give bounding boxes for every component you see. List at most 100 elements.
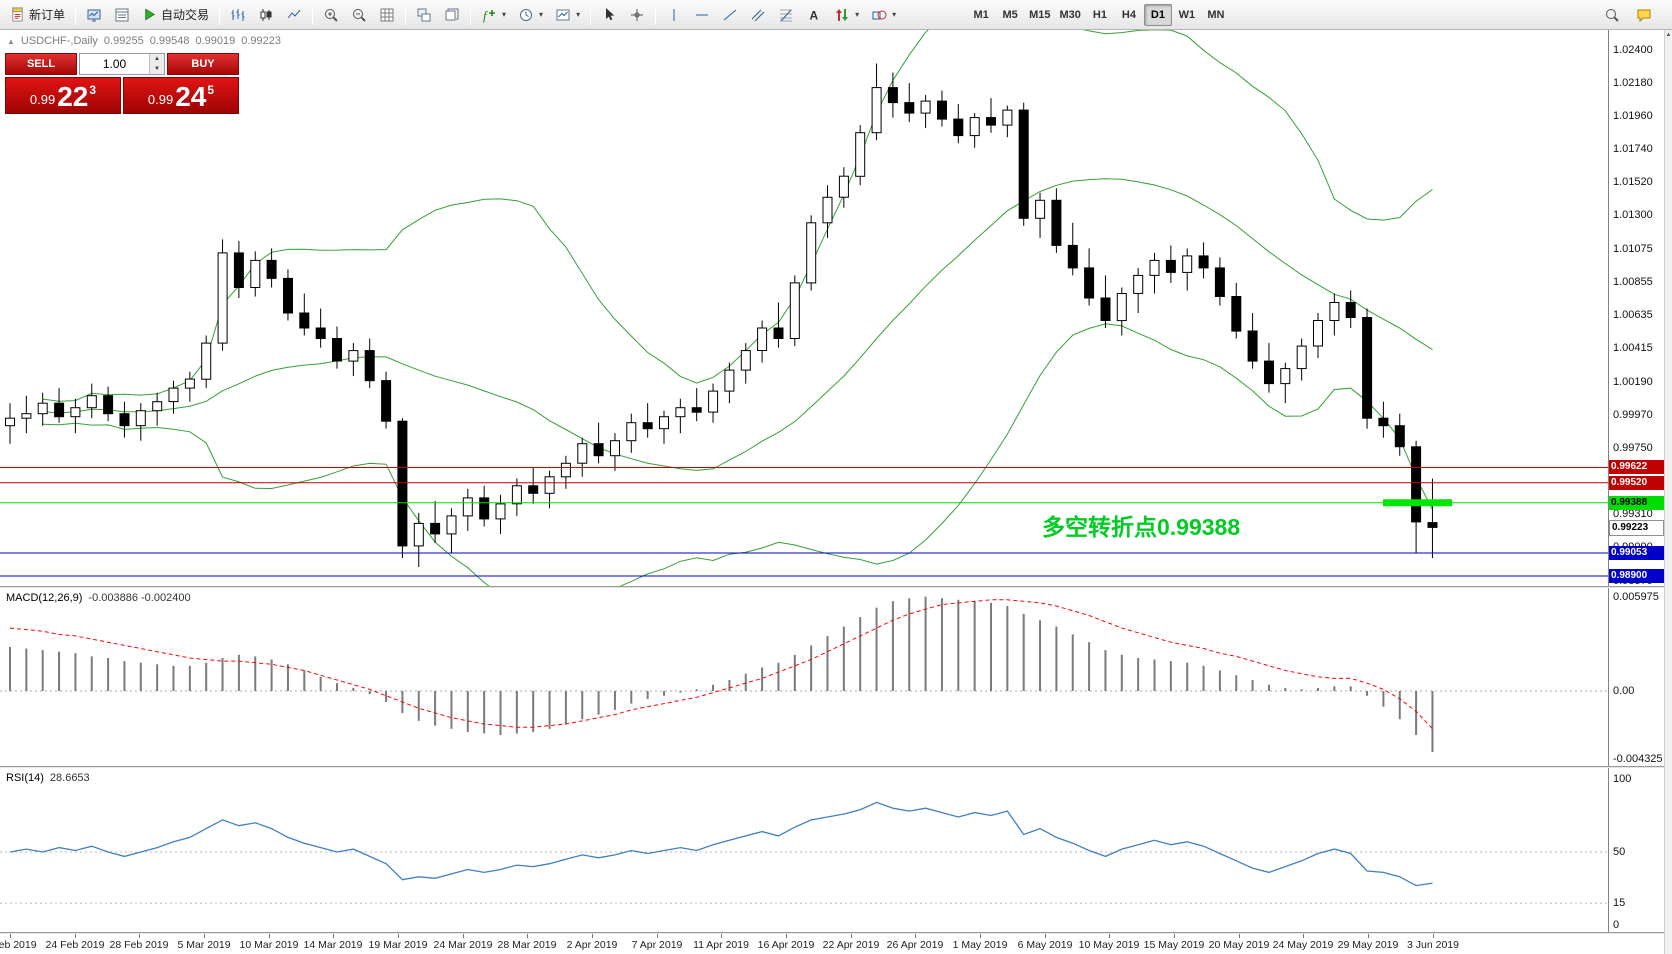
horizontal-line-button[interactable] xyxy=(689,3,715,27)
price-chart[interactable]: ▲ USDCHF-,Daily 0.99255 0.99548 0.99019 … xyxy=(0,30,1608,586)
crosshair-button[interactable] xyxy=(624,3,650,27)
timeframe-w1-button[interactable]: W1 xyxy=(1178,8,1196,21)
bar-open: 0.99255 xyxy=(103,35,144,47)
cursor-button[interactable] xyxy=(596,3,622,27)
time-axis-label: 11 Apr 2019 xyxy=(693,939,749,951)
shapes-icon xyxy=(872,10,887,19)
channel-icon xyxy=(751,9,765,21)
timeframe-h4-button[interactable]: H4 xyxy=(1121,8,1136,21)
timeframe-m5-button[interactable]: M5 xyxy=(1002,8,1018,21)
volume-up-icon[interactable]: ▲ xyxy=(154,56,160,62)
text-button[interactable]: A xyxy=(801,3,827,27)
chat-button[interactable] xyxy=(1631,3,1657,27)
vertical-line-button[interactable] xyxy=(661,3,687,27)
time-axis-tick xyxy=(75,934,76,938)
horizontal-line-icon xyxy=(696,14,709,15)
shapes-button[interactable]: ▾ xyxy=(866,3,901,27)
level-price-tag: 0.99622 xyxy=(1609,460,1664,474)
timeframe-m30-button[interactable]: M30 xyxy=(1059,8,1081,21)
panel-splitter[interactable] xyxy=(0,932,1664,934)
market-watch-button[interactable] xyxy=(81,3,107,27)
time-axis-label: 3 Jun 2019 xyxy=(1407,939,1459,951)
timeframe-m15-button[interactable]: M15 xyxy=(1029,8,1051,21)
time-axis-label: 9 Feb 2019 xyxy=(0,939,37,951)
timeframe-d1-button[interactable]: D1 xyxy=(1143,3,1172,26)
timeframe-h1-button[interactable]: H1 xyxy=(1092,8,1107,21)
macd-axis-label: 0.005975 xyxy=(1613,591,1659,603)
periods-icon xyxy=(520,8,533,21)
time-axis-label: 28 Mar 2019 xyxy=(497,939,557,951)
channel-button[interactable] xyxy=(745,3,771,27)
rsi-label: RSI(14) 28.6653 xyxy=(6,772,90,784)
macd-name: MACD(12,26,9) xyxy=(6,592,83,604)
price-axis-label: 1.01740 xyxy=(1613,143,1653,155)
time-axis-tick xyxy=(1045,934,1046,938)
bar-low: 0.99019 xyxy=(195,35,236,47)
sell-price-button[interactable]: 0.99 22 3 xyxy=(5,77,121,114)
time-axis-label: 26 Apr 2019 xyxy=(886,939,944,951)
price-axis-label: 1.00635 xyxy=(1613,309,1653,321)
macd-values: -0.003886 -0.002400 xyxy=(88,592,191,604)
symbol-info: ▲ USDCHF-,Daily 0.99255 0.99548 0.99019 … xyxy=(7,35,281,47)
time-axis[interactable]: 9 Feb 2019 24 Feb 2019 28 Feb 2019 5 Mar 20… xyxy=(0,934,1608,954)
dropdown-arrow-icon: ▾ xyxy=(576,10,581,19)
line-chart-button[interactable] xyxy=(281,3,307,27)
grid-button[interactable] xyxy=(374,3,400,27)
candles-icon xyxy=(260,8,272,21)
time-axis-label: 16 Apr 2019 xyxy=(757,939,815,951)
volume-input[interactable] xyxy=(80,54,149,74)
time-axis-label: 24 Mar 2019 xyxy=(433,939,493,951)
svg-text:A: A xyxy=(810,8,819,22)
macd-panel[interactable]: MACD(12,26,9) -0.003886 -0.002400 xyxy=(0,588,1608,766)
arrows-button[interactable]: ▾ xyxy=(829,3,864,27)
time-axis-tick xyxy=(1109,934,1110,938)
search-icon xyxy=(1606,8,1619,22)
zoom-out-button[interactable] xyxy=(346,3,372,27)
time-axis-tick xyxy=(1303,934,1304,938)
level-price-tag: 0.99388 xyxy=(1609,496,1664,510)
bar-high: 0.99548 xyxy=(149,35,190,47)
vertical-scrollbar[interactable]: ▲ xyxy=(1664,30,1672,954)
volume-down-icon[interactable]: ▼ xyxy=(154,66,160,72)
templates-button[interactable]: ▾ xyxy=(550,3,585,27)
candlestick-chart-button[interactable] xyxy=(253,3,279,27)
sell-button[interactable]: SELL xyxy=(5,53,77,75)
fibonacci-button[interactable] xyxy=(773,3,799,27)
fibonacci-icon xyxy=(780,9,793,21)
toolbar-separator xyxy=(655,4,657,25)
time-axis-label: 10 May 2019 xyxy=(1078,939,1140,951)
price-axis-label: 1.01520 xyxy=(1613,176,1653,188)
sell-price-prefix: 0.99 xyxy=(29,92,56,107)
scroll-up-icon[interactable]: ▲ xyxy=(1665,32,1672,38)
data-window-button[interactable] xyxy=(109,3,135,27)
new-order-button[interactable]: 新订单 xyxy=(5,3,70,27)
panel-splitter[interactable] xyxy=(0,586,1664,588)
auto-trading-button[interactable]: 自动交易 xyxy=(137,3,214,27)
price-axis-label: 1.01300 xyxy=(1613,209,1653,221)
bar-chart-button[interactable] xyxy=(225,3,251,27)
zoom-out-icon xyxy=(353,8,366,22)
buy-button[interactable]: BUY xyxy=(167,53,239,75)
time-axis-tick xyxy=(333,934,334,938)
rsi-panel[interactable]: RSI(14) 28.6653 xyxy=(0,768,1608,932)
search-button[interactable] xyxy=(1599,3,1625,27)
zoom-in-button[interactable] xyxy=(318,3,344,27)
indicators-button[interactable]: f ▾ xyxy=(476,3,511,27)
auto-trading-label: 自动交易 xyxy=(161,8,210,22)
cascade-windows-button[interactable] xyxy=(439,3,465,27)
auto-trading-icon xyxy=(145,8,156,21)
trendline-button[interactable] xyxy=(717,3,743,27)
volume-stepper: ▲ ▼ xyxy=(149,54,164,74)
timeframe-mn-button[interactable]: MN xyxy=(1207,8,1225,21)
tile-windows-button[interactable] xyxy=(411,3,437,27)
current-price-tag: 0.99223 xyxy=(1609,520,1664,536)
buy-price-button[interactable]: 0.99 24 5 xyxy=(123,77,239,114)
buy-price-prefix: 0.99 xyxy=(147,92,174,107)
periods-button[interactable]: ▾ xyxy=(513,3,548,27)
panel-splitter[interactable] xyxy=(0,766,1664,768)
crosshair-icon xyxy=(631,8,644,21)
time-axis-tick xyxy=(1433,934,1434,938)
timeframe-m1-button[interactable]: M1 xyxy=(973,8,989,21)
price-axis-label: 1.01075 xyxy=(1613,243,1653,255)
